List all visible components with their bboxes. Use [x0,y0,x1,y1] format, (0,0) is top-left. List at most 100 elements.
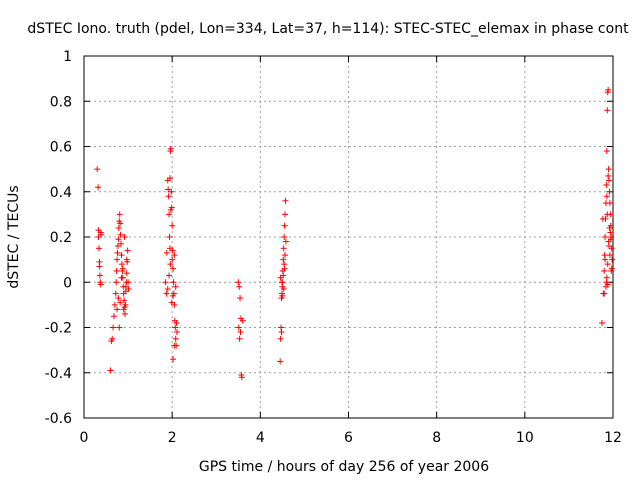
y-tick-label: 1 [63,49,72,65]
data-point [604,211,611,218]
data-point [601,267,608,274]
data-point [97,281,104,288]
data-point [124,247,131,254]
data-point [114,243,121,250]
y-tick-label: 0.8 [50,94,72,110]
data-point [280,245,287,252]
data-point [235,279,242,286]
data-point [168,188,175,195]
data-point [602,215,609,222]
data-point [118,240,125,247]
data-point [280,286,287,293]
data-point [114,256,121,263]
data-point [237,329,244,336]
data-point [281,222,288,229]
data-point [115,295,122,302]
data-point [96,263,103,270]
data-point [121,234,128,240]
data-point [117,220,124,227]
data-point [235,324,242,331]
x-tick-label: 12 [604,430,622,446]
y-tick-label: 0.2 [50,230,72,246]
data-point [96,272,103,279]
data-point [606,177,613,184]
data-point [111,301,118,308]
data-point [114,249,121,256]
data-point [174,329,181,336]
data-point [606,200,613,207]
data-point [281,265,288,272]
data-point [116,211,123,218]
data-point [116,324,123,331]
data-point [164,286,171,293]
data-point [605,86,612,93]
data-point [95,245,102,252]
data-point [608,265,615,272]
data-point [167,145,174,152]
data-point [94,166,101,173]
data-point [236,335,243,342]
data-point [172,335,179,342]
data-point [603,193,610,200]
data-point [279,292,286,299]
data-point [117,299,124,306]
data-point [169,256,176,263]
data-point [113,279,120,286]
data-point [604,261,611,268]
x-tick-label: 2 [168,430,177,446]
data-point [236,283,243,290]
data-point [122,301,129,308]
data-point [173,319,180,326]
data-point [95,184,102,191]
data-point [123,256,130,263]
data-point [115,224,122,231]
data-point [282,238,289,245]
data-point [606,224,613,231]
chart-title: dSTEC Iono. truth (pdel, Lon=334, Lat=37… [27,21,629,37]
data-point [277,335,284,342]
data-point [277,358,284,365]
data-point [604,107,611,114]
data-point [166,234,173,240]
x-tick-label: 8 [432,430,441,446]
data-point [163,290,170,297]
data-point [166,272,173,279]
data-point [172,324,179,331]
data-point [602,234,609,240]
data-point [125,279,132,286]
data-point [237,295,244,302]
data-points [94,86,616,381]
data-point [169,222,176,229]
data-point [121,310,128,317]
data-point [121,297,128,304]
data-point [604,281,611,288]
data-point [170,279,177,286]
data-point [123,270,130,277]
data-point [109,335,116,342]
axis-ticks: 0 2 4 6 8 10 12 -0.6 -0.4 -0.2 0 0.2 0.4 0.6 0.8 1 [45,49,622,446]
data-point [603,148,610,155]
data-point [98,231,105,238]
y-tick-label: 0.6 [50,140,72,156]
data-point [162,279,169,286]
data-point [238,374,245,381]
data-point [122,283,129,290]
data-point [170,292,177,299]
data-point [606,188,613,195]
data-point [118,274,125,281]
data-point [168,299,175,306]
data-point [602,256,609,263]
data-point [278,279,285,286]
data-point [170,356,177,363]
grid [84,56,613,418]
data-point [607,229,614,236]
x-axis-label: GPS time / hours of day 256 of year 2006 [199,459,489,475]
data-point [110,313,117,320]
data-point [603,181,610,188]
data-point [118,261,125,268]
data-point [112,290,119,297]
data-point [171,252,178,259]
data-point [607,236,614,243]
data-point [598,319,605,326]
